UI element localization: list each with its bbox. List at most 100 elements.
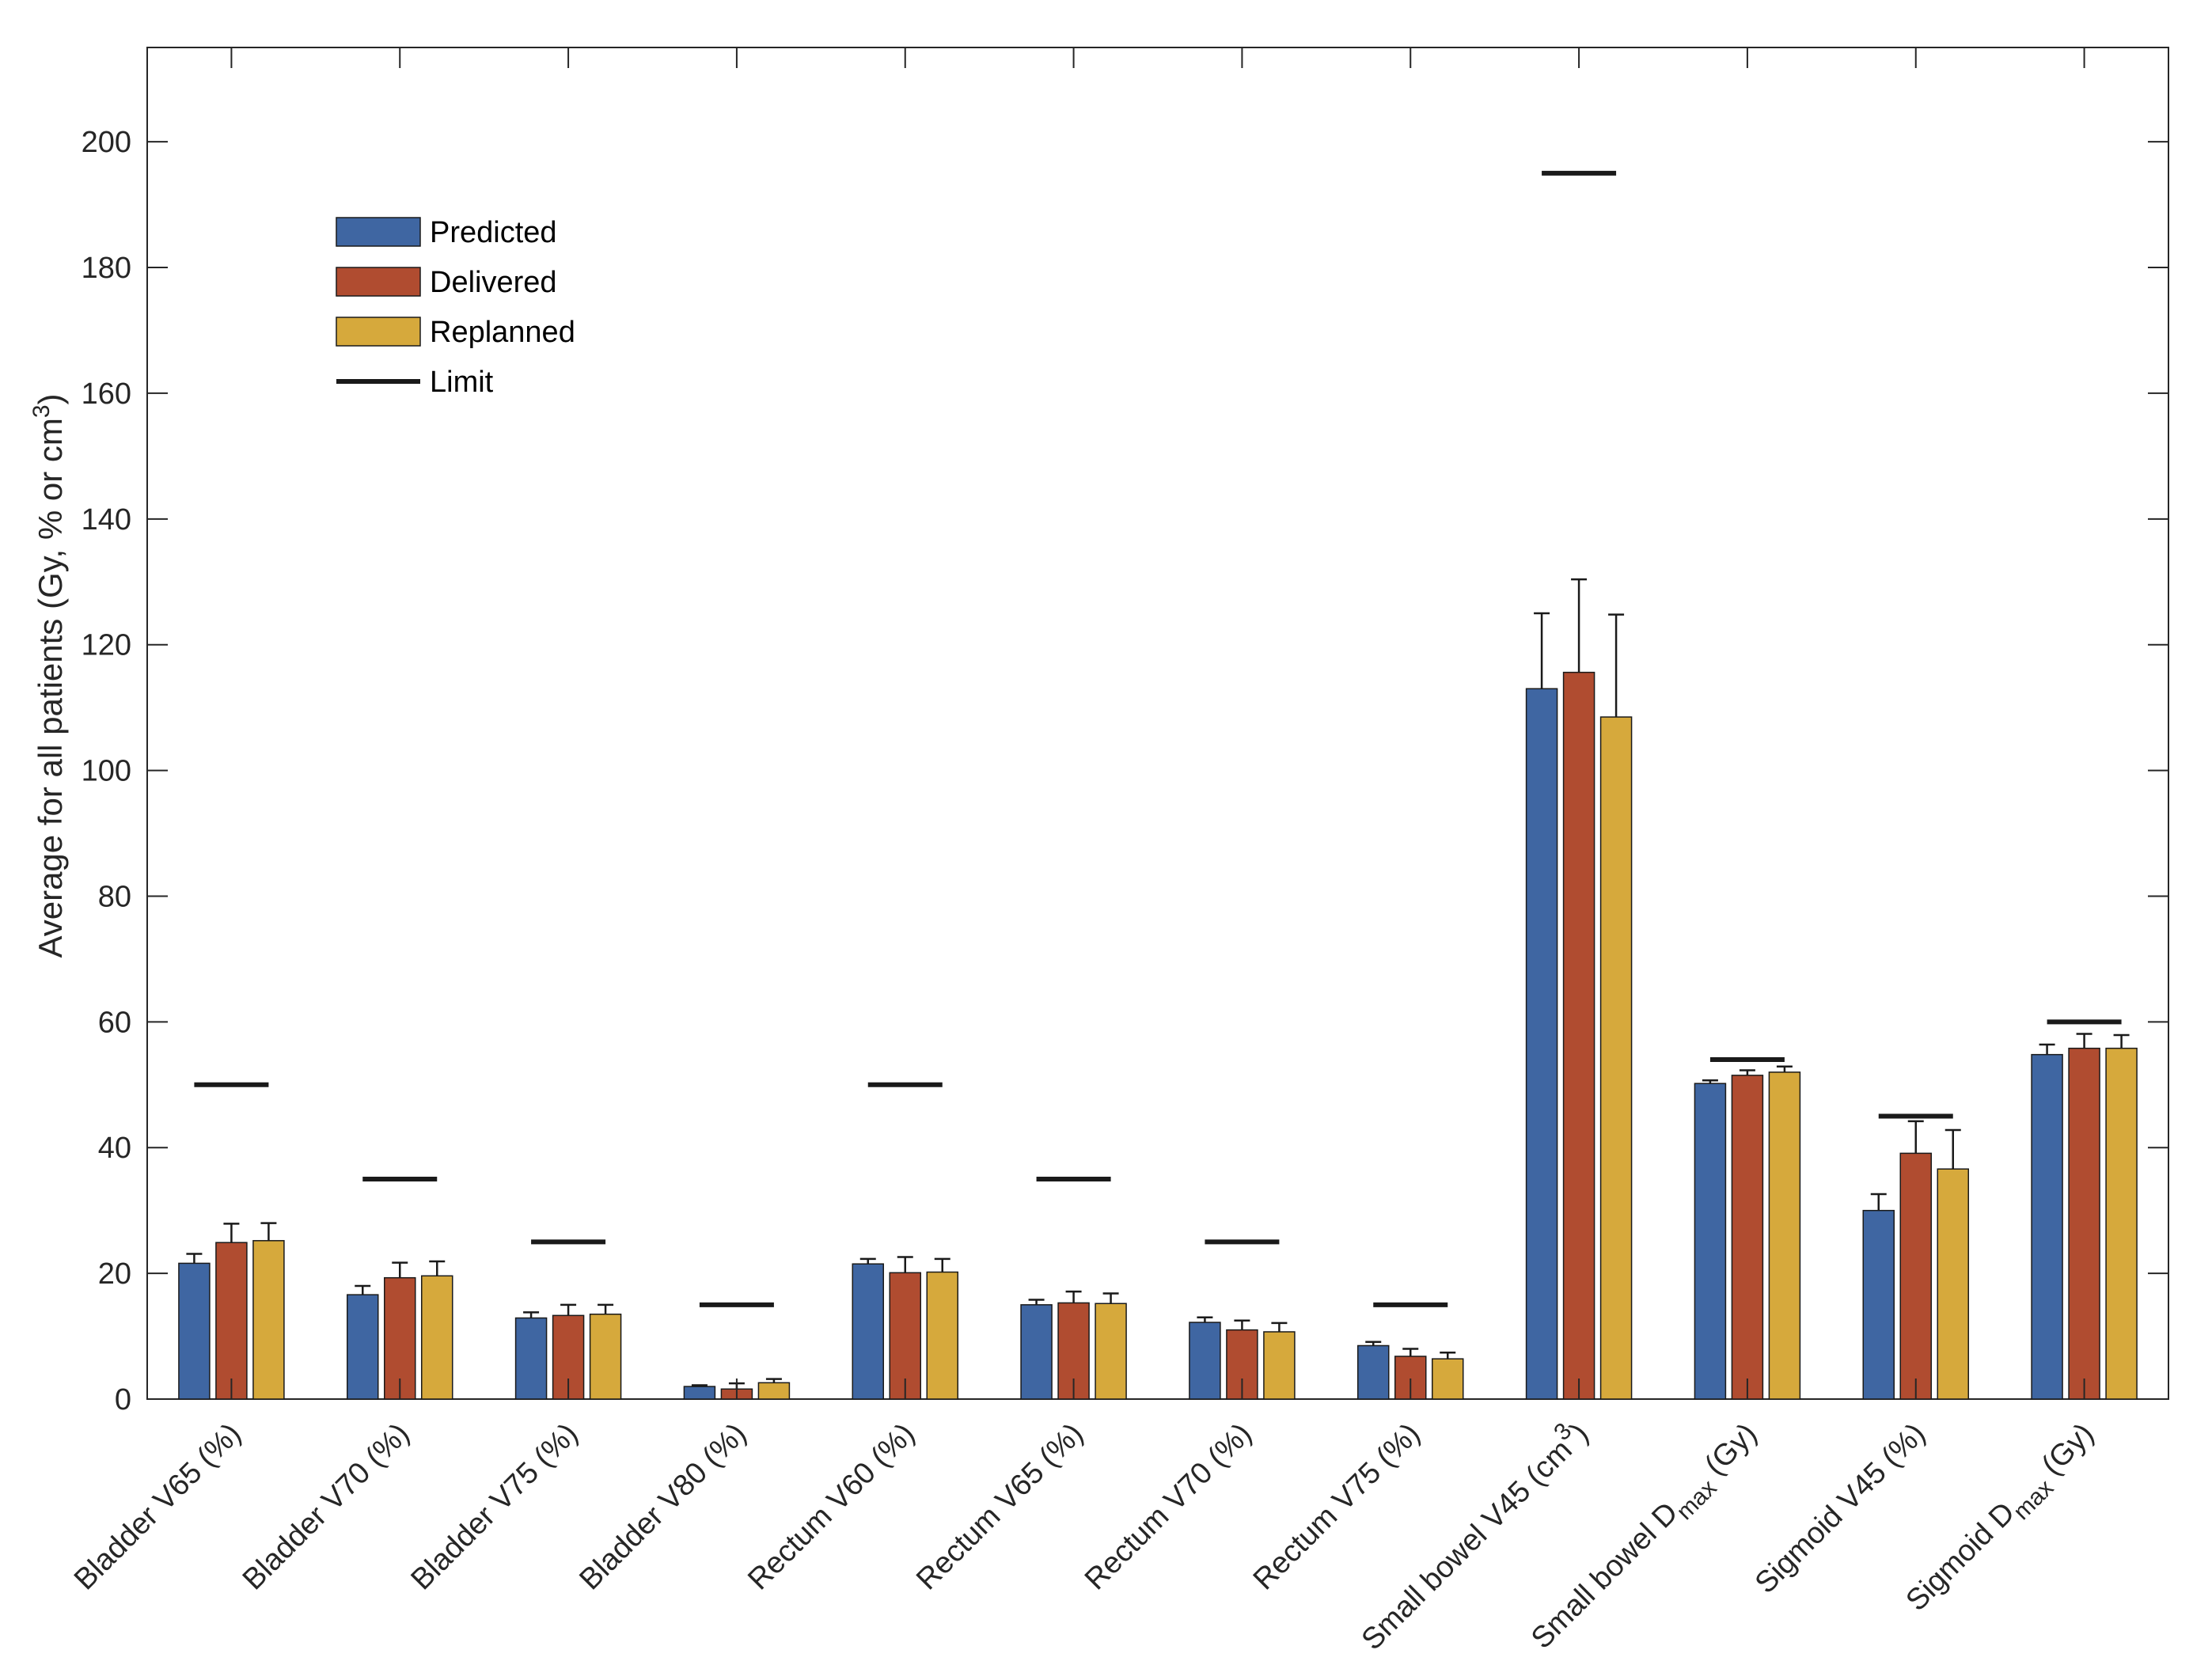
x-tick-label: Sigmoid Dmax (Gy) [1900,1417,2107,1624]
y-axis-label-text: Average for all patients (Gy, % or cm [32,418,69,958]
bar-delivered [889,1272,921,1400]
x-tick-label-text: Rectum V60 (%) [742,1417,921,1597]
error-bar-replanned [1102,1292,1119,1304]
error-bar-predicted [523,1311,540,1318]
error-bar-delivered [223,1223,240,1243]
error-bar-delivered [1402,1348,1419,1356]
legend-label: Limit [430,366,494,399]
x-tick-label: Bladder V80 (%) [573,1417,753,1597]
legend-swatch [336,317,421,347]
x-tick-label-text: Bladder V80 (%) [573,1417,753,1597]
bar-replanned [252,1240,285,1400]
bar-predicted [1694,1083,1727,1400]
legend-entry-delivered: Delivered [336,266,557,299]
bar-predicted [683,1386,716,1400]
legend-label: Predicted [430,216,557,249]
error-bar-predicted [186,1253,203,1264]
error-bar-predicted [1534,612,1550,689]
error-bar-delivered [560,1303,577,1316]
y-tick-label: 40 [98,1132,131,1165]
bar-predicted [1525,688,1558,1400]
bar-delivered [1562,671,1595,1400]
x-tick-label: Bladder V65 (%) [68,1417,248,1597]
error-bar-delivered [392,1261,408,1278]
bar-replanned [1432,1358,1464,1400]
y-axis-label-superscript: 3 [28,404,55,418]
bar-predicted [2031,1053,2063,1400]
y-axis-label: Average for all patients (Gy, % or cm3) [28,393,69,958]
error-bar-replanned [1608,613,1625,718]
error-bar-predicted [691,1384,708,1387]
error-bar-predicted [1870,1193,1887,1211]
plot-area [146,47,2169,1400]
bar-replanned [1095,1303,1127,1400]
bar-predicted [852,1263,884,1400]
bar-predicted [1189,1322,1221,1400]
bar-replanned [589,1314,622,1400]
x-tick-label-text: Rectum V65 (%) [910,1417,1090,1597]
bar-replanned [926,1271,958,1400]
error-bar-replanned [1776,1065,1793,1072]
bar-replanned [1263,1331,1296,1400]
error-bar-delivered [897,1256,913,1273]
x-tick-label: Rectum V70 (%) [1079,1417,1258,1597]
error-bar-delivered [1739,1069,1755,1075]
error-bar-delivered [1234,1319,1250,1330]
error-bar-predicted [1028,1299,1045,1305]
x-tick-label: Bladder V70 (%) [237,1417,416,1597]
y-tick-label: 200 [82,126,131,159]
bar-replanned [1599,716,1633,1400]
error-bar-predicted [2039,1043,2055,1055]
y-tick-label: 80 [98,880,131,913]
y-tick-label: 100 [82,755,131,788]
y-tick-label: 20 [98,1257,131,1291]
error-bar-delivered [1571,578,1588,673]
legend-entry-limit: Limit [336,366,494,399]
legend-label: Delivered [430,266,557,299]
y-tick-label: 160 [82,377,131,411]
error-bar-delivered [1907,1120,1924,1154]
error-bar-replanned [260,1222,277,1241]
error-bar-replanned [1440,1351,1456,1360]
x-tick-label-text: Small bowel D [1525,1496,1684,1655]
x-tick-label-text: Rectum V70 (%) [1079,1417,1258,1597]
x-tick-label-text: Bladder V65 (%) [68,1417,248,1597]
error-bar-predicted [859,1257,876,1265]
bar-predicted [1862,1209,1895,1400]
bar-delivered [1899,1152,1932,1400]
error-bar-predicted [1702,1079,1718,1084]
y-tick-label: 60 [98,1006,131,1039]
legend-entry-replanned: Replanned [336,316,575,349]
error-bar-predicted [1365,1341,1382,1346]
bar-predicted [1020,1304,1053,1400]
x-tick-label-text: Sigmoid V45 (%) [1749,1417,1932,1600]
error-bar-replanned [934,1257,950,1272]
legend-swatch [336,217,421,247]
x-tick-label: Rectum V60 (%) [742,1417,921,1597]
bar-replanned [2105,1047,2138,1400]
bar-delivered [215,1242,248,1400]
error-bar-replanned [1271,1322,1288,1332]
x-tick-label: Rectum V65 (%) [910,1417,1090,1597]
bar-delivered [1731,1075,1764,1400]
x-tick-label: Rectum V75 (%) [1247,1417,1427,1597]
x-tick-label: Bladder V75 (%) [405,1417,585,1597]
error-bar-predicted [355,1284,371,1295]
bar-replanned [421,1275,453,1400]
error-bar-replanned [2113,1033,2130,1049]
x-tick-label-text: Bladder V75 (%) [405,1417,585,1597]
bar-replanned [757,1382,791,1400]
legend: Predicted Delivered Replanned Limit [336,216,575,399]
chart-marks [178,170,2138,1400]
bar-replanned [1768,1071,1801,1400]
error-bar-predicted [1197,1316,1213,1323]
error-bar-delivered [2076,1033,2092,1049]
bar-predicted [347,1294,379,1400]
error-bar-replanned [1944,1128,1961,1170]
error-bar-replanned [598,1303,614,1314]
x-tick-label: Sigmoid V45 (%) [1749,1417,1932,1600]
error-bar-delivered [1065,1290,1082,1303]
legend-label: Replanned [430,316,575,349]
x-tick-label-text: Bladder V70 (%) [237,1417,416,1597]
